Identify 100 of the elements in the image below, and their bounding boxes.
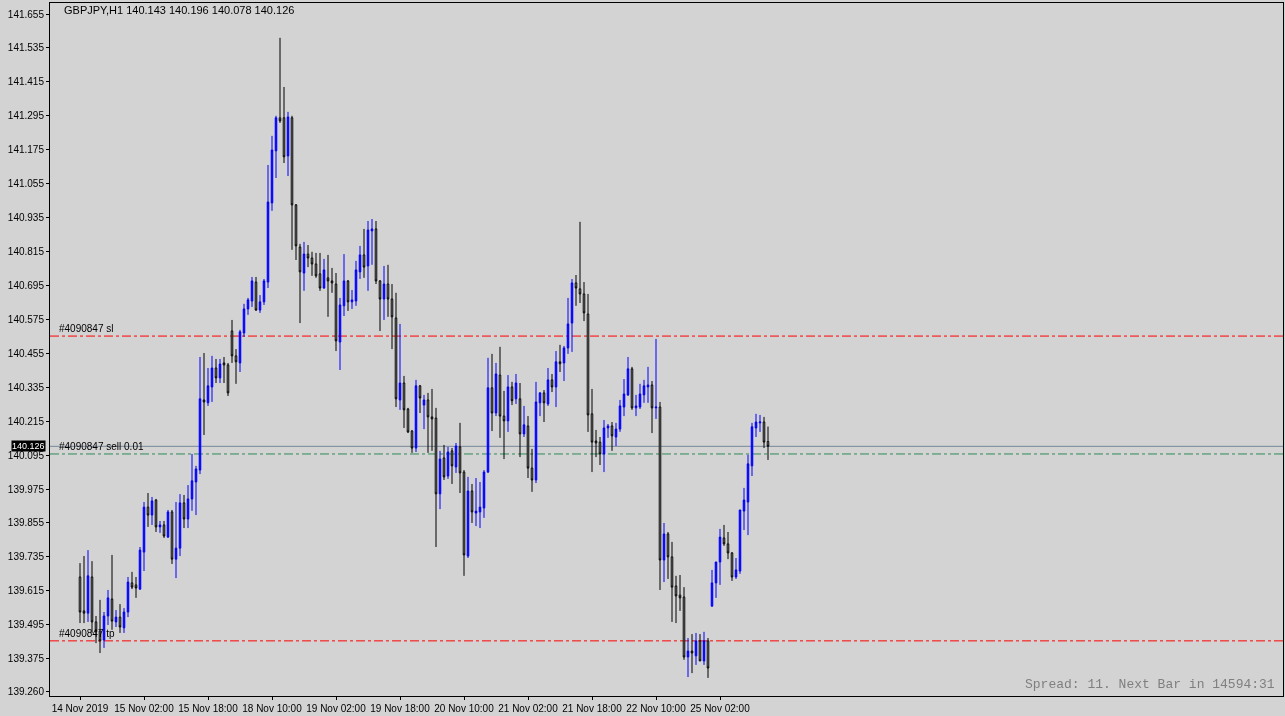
candlestick — [470, 483, 474, 524]
candlestick — [130, 571, 134, 590]
candlestick — [186, 484, 190, 529]
candlestick — [290, 115, 294, 251]
y-tick-label: 139.375 — [7, 653, 45, 665]
candlestick — [250, 276, 254, 308]
candlestick — [330, 267, 334, 294]
candlestick — [678, 574, 682, 612]
x-tick-label: 25 Nov 02:00 — [690, 703, 751, 714]
candlestick — [354, 260, 358, 307]
candlestick — [334, 272, 338, 352]
candlestick — [522, 405, 526, 438]
candlestick — [638, 383, 642, 410]
candlestick — [190, 453, 194, 512]
candlestick — [626, 356, 630, 397]
candlestick — [178, 493, 182, 557]
candlestick — [358, 245, 362, 280]
x-tick-label: 22 Nov 10:00 — [626, 703, 687, 714]
candlestick — [162, 520, 166, 539]
candlestick — [642, 379, 646, 404]
candlestick — [294, 203, 298, 261]
candlestick — [682, 586, 686, 661]
candlestick — [570, 278, 574, 353]
x-tick-label: 15 Nov 02:00 — [114, 703, 175, 714]
candlestick — [242, 303, 246, 338]
candlestick — [622, 378, 626, 417]
candlestick — [270, 135, 274, 212]
candlestick — [278, 37, 282, 124]
candlestick — [318, 252, 322, 292]
candlestick — [762, 416, 766, 449]
candlestick — [566, 297, 570, 355]
candlestick — [662, 522, 666, 583]
candlestick — [266, 164, 270, 289]
candlestick — [398, 323, 402, 411]
candlestick — [754, 413, 758, 438]
candlestick — [82, 555, 86, 624]
candlestick — [542, 389, 546, 423]
y-tick-label: 139.495 — [7, 619, 45, 631]
candlestick — [202, 352, 206, 436]
candlestick — [402, 375, 406, 429]
y-tick-label: 140.575 — [7, 313, 45, 325]
candlestick — [610, 421, 614, 452]
candlestick — [106, 589, 110, 626]
candlestick — [722, 524, 726, 547]
candlestick — [482, 469, 486, 519]
candlestick — [550, 373, 554, 393]
candlestick — [466, 476, 470, 559]
candlestick — [658, 401, 662, 591]
y-tick-label: 141.175 — [7, 144, 45, 156]
candlestick — [462, 469, 466, 577]
candlestick — [526, 415, 530, 479]
candlestick — [586, 293, 590, 433]
y-tick-label: 141.055 — [7, 178, 45, 190]
candlestick — [262, 278, 266, 306]
candlestick — [494, 362, 498, 417]
candlestick — [574, 274, 578, 307]
candlestick — [346, 279, 350, 312]
candlestick — [386, 264, 390, 318]
candlestick — [382, 265, 386, 321]
candlestick — [238, 329, 242, 373]
candlestick — [126, 576, 130, 618]
candlestick — [746, 454, 750, 536]
candlestick — [654, 338, 658, 420]
candlestick — [78, 562, 82, 624]
candlestick — [450, 447, 454, 485]
candlestick — [454, 442, 458, 474]
candlestick — [734, 557, 738, 580]
candlestick — [710, 569, 714, 608]
candlestick — [510, 381, 514, 406]
candlestick — [474, 477, 478, 527]
candlestick — [198, 356, 202, 475]
candlestick — [142, 501, 146, 572]
y-tick-label: 141.655 — [7, 8, 45, 20]
x-tick-label: 19 Nov 02:00 — [306, 703, 367, 714]
candlestick — [234, 348, 238, 385]
candlestick — [578, 221, 582, 304]
candlestick — [370, 218, 374, 266]
candlestick — [258, 294, 262, 314]
candlestick — [362, 228, 366, 279]
x-tick-label: 15 Nov 18:00 — [178, 703, 239, 714]
candlestick — [590, 388, 594, 473]
candlestick — [750, 422, 754, 477]
x-tick-label: 19 Nov 18:00 — [370, 703, 431, 714]
candlestick — [726, 531, 730, 560]
candlestick — [650, 380, 654, 434]
x-tick-label: 21 Nov 02:00 — [498, 703, 559, 714]
candlestick — [214, 358, 218, 384]
x-tick-label: 14 Nov 2019 — [51, 703, 109, 714]
candlestick — [646, 366, 650, 404]
candlestick — [498, 346, 502, 439]
candlestick — [594, 429, 598, 458]
candlestick — [302, 241, 306, 292]
y-tick-label: 141.295 — [7, 110, 45, 122]
candlestick — [298, 243, 302, 324]
candlestick — [322, 258, 326, 290]
candlestick — [394, 292, 398, 408]
candlestick — [666, 531, 670, 580]
candlestick — [606, 423, 610, 439]
candlestick — [218, 358, 222, 384]
candlestick — [614, 422, 618, 447]
